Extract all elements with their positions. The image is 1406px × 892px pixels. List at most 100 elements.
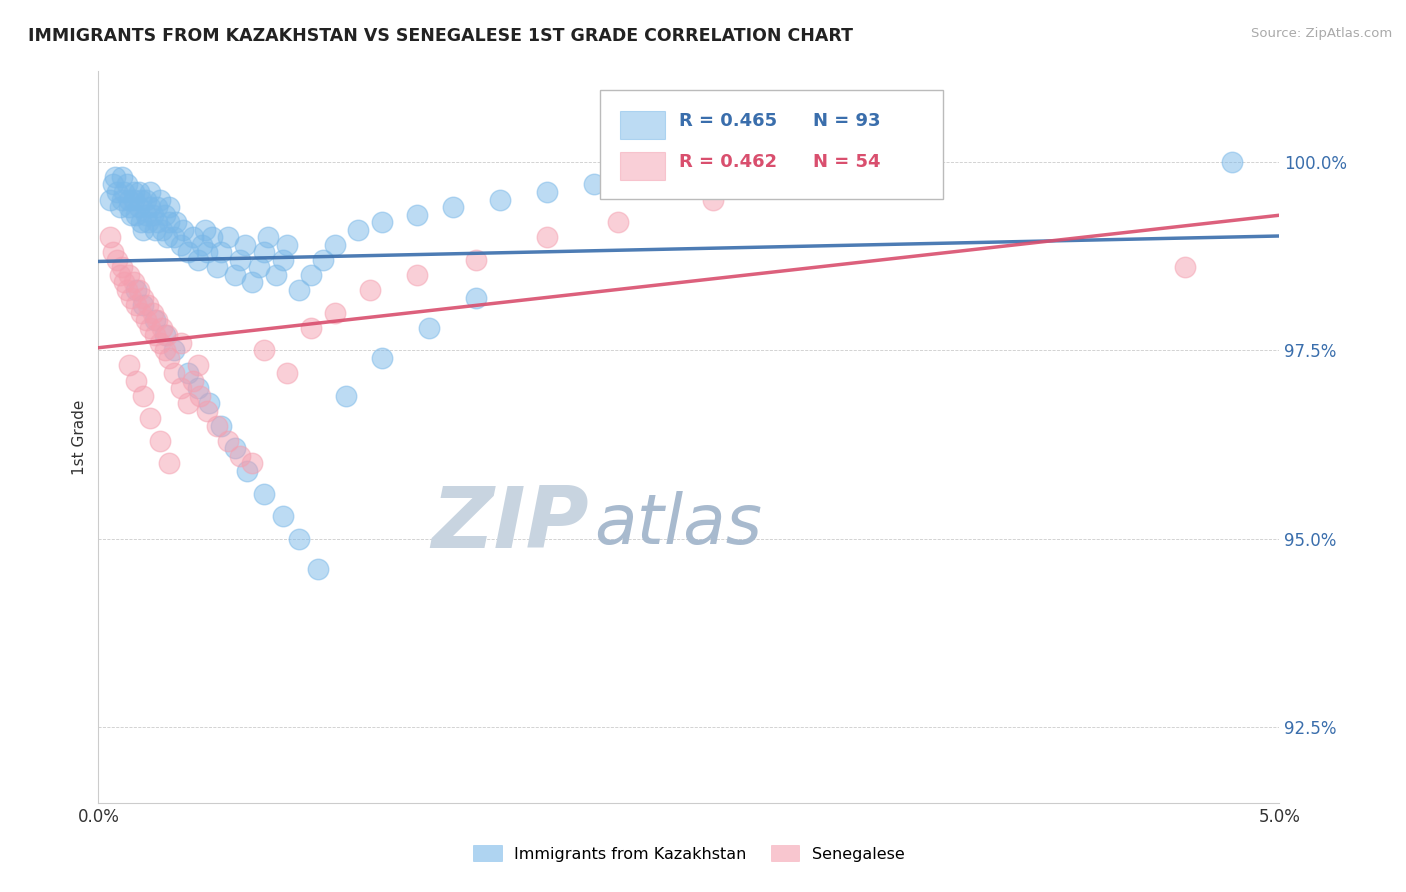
Point — [125, 374, 148, 388]
Point — [156, 230, 179, 244]
Point — [217, 230, 239, 244]
Point — [371, 351, 394, 365]
Point — [264, 268, 287, 282]
Point — [748, 162, 770, 177]
Point — [118, 359, 141, 373]
Point — [146, 313, 169, 327]
Point — [115, 283, 138, 297]
Point — [125, 208, 148, 222]
Point — [181, 374, 204, 388]
Point — [702, 193, 724, 207]
Point — [132, 223, 155, 237]
Point — [146, 215, 169, 229]
Text: Source: ZipAtlas.com: Source: ZipAtlas.com — [1251, 27, 1392, 40]
Point — [607, 215, 630, 229]
Point — [224, 268, 246, 282]
Point — [115, 178, 138, 192]
Point — [229, 449, 252, 463]
Point — [163, 343, 186, 358]
Text: N = 54: N = 54 — [813, 153, 880, 171]
Point — [157, 351, 180, 365]
Point — [142, 208, 165, 222]
Point — [150, 223, 173, 237]
Point — [536, 230, 558, 244]
Point — [257, 230, 280, 244]
Point — [299, 320, 322, 334]
Point — [136, 298, 159, 312]
Point — [299, 268, 322, 282]
Text: IMMIGRANTS FROM KAZAKHSTAN VS SENEGALESE 1ST GRADE CORRELATION CHART: IMMIGRANTS FROM KAZAKHSTAN VS SENEGALESE… — [28, 27, 853, 45]
Point — [236, 464, 259, 478]
Point — [170, 335, 193, 350]
Point — [163, 366, 186, 380]
Point — [195, 245, 218, 260]
Point — [132, 389, 155, 403]
Point — [170, 237, 193, 252]
Point — [128, 185, 150, 199]
Point — [165, 215, 187, 229]
Point — [465, 252, 488, 267]
Point — [112, 276, 135, 290]
Y-axis label: 1st Grade: 1st Grade — [72, 400, 87, 475]
Point — [149, 335, 172, 350]
Point — [181, 230, 204, 244]
Point — [177, 396, 200, 410]
Point — [240, 457, 263, 471]
Point — [105, 185, 128, 199]
Point — [121, 291, 143, 305]
Point — [139, 200, 162, 214]
Point — [143, 328, 166, 343]
Point — [489, 193, 512, 207]
Point — [583, 178, 606, 192]
Point — [229, 252, 252, 267]
Point — [187, 359, 209, 373]
Point — [153, 208, 176, 222]
Point — [156, 328, 179, 343]
Point — [132, 298, 155, 312]
Point — [139, 320, 162, 334]
Point — [104, 169, 127, 184]
Point — [418, 320, 440, 334]
Point — [157, 200, 180, 214]
Point — [157, 457, 180, 471]
Point — [191, 237, 214, 252]
Point — [441, 200, 464, 214]
Point — [153, 343, 176, 358]
Point — [121, 208, 143, 222]
Point — [98, 230, 121, 244]
Point — [149, 193, 172, 207]
Point — [1174, 260, 1197, 275]
Point — [406, 208, 429, 222]
Point — [406, 268, 429, 282]
Point — [122, 193, 145, 207]
Point — [111, 260, 134, 275]
Point — [98, 193, 121, 207]
Point — [111, 169, 134, 184]
Point — [125, 298, 148, 312]
Point — [253, 486, 276, 500]
Point — [371, 215, 394, 229]
Point — [128, 283, 150, 297]
Point — [118, 268, 141, 282]
Point — [233, 237, 256, 252]
Point — [139, 411, 162, 425]
Point — [143, 313, 166, 327]
Point — [157, 215, 180, 229]
Point — [209, 245, 232, 260]
Point — [136, 215, 159, 229]
Point — [163, 230, 186, 244]
Point — [170, 381, 193, 395]
Point — [177, 245, 200, 260]
Point — [142, 306, 165, 320]
Text: ZIP: ZIP — [430, 483, 589, 566]
Point — [188, 389, 211, 403]
Point — [240, 276, 263, 290]
Point — [359, 283, 381, 297]
Point — [122, 185, 145, 199]
Point — [129, 193, 152, 207]
Text: N = 93: N = 93 — [813, 112, 880, 130]
Point — [224, 442, 246, 456]
Point — [132, 291, 155, 305]
Point — [172, 223, 194, 237]
Point — [122, 276, 145, 290]
